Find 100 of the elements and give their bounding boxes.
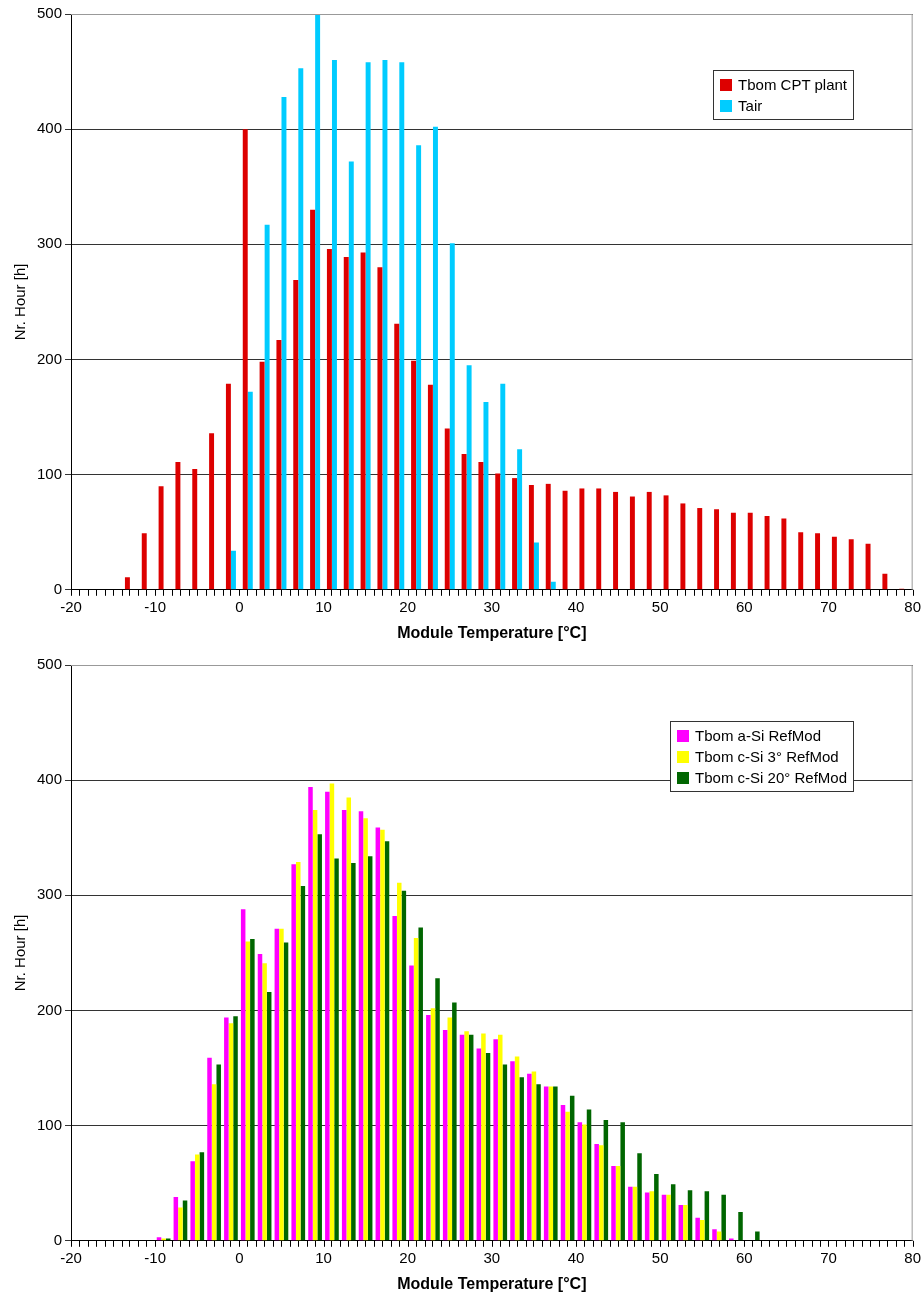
bar	[683, 1205, 688, 1241]
legend-label: Tair	[738, 96, 763, 116]
bar	[449, 243, 455, 590]
bar	[242, 129, 248, 590]
bar	[298, 68, 304, 590]
x-tick-label: 30	[483, 597, 501, 615]
bar	[730, 512, 736, 590]
y-tick-label: 500	[37, 655, 63, 673]
bar	[815, 533, 821, 590]
bar	[156, 1237, 162, 1241]
bar	[755, 1231, 760, 1241]
bar	[519, 1077, 524, 1241]
x-tick-label: 10	[315, 1248, 332, 1266]
bar	[495, 473, 501, 590]
bar	[365, 62, 371, 590]
bar	[536, 1084, 541, 1241]
bar	[721, 1194, 726, 1241]
bar	[317, 834, 322, 1241]
bar	[331, 60, 337, 590]
legend-label: Tbom c-Si 3° RefMod	[695, 747, 839, 767]
bar	[865, 543, 871, 590]
y-tick-label: 400	[37, 119, 63, 137]
bar	[315, 14, 321, 590]
bar	[432, 126, 438, 590]
legend-label: Tbom a-Si RefMod	[695, 726, 821, 746]
bar	[392, 916, 397, 1241]
bar	[363, 818, 368, 1241]
bar	[649, 1191, 655, 1241]
bar	[380, 829, 385, 1241]
bar	[394, 323, 400, 590]
bar	[296, 861, 301, 1241]
bar	[360, 252, 366, 590]
bar	[158, 486, 164, 590]
x-tick-label: 50	[651, 1248, 669, 1266]
y-tick-label: 200	[37, 1000, 63, 1018]
x-tick-label: -20	[60, 1248, 82, 1266]
bar	[207, 1057, 212, 1241]
bar	[481, 1033, 486, 1241]
y-axis-title: Nr. Hour [h]	[11, 263, 29, 341]
bar	[700, 1220, 705, 1241]
bar	[498, 1034, 503, 1241]
bar	[409, 965, 414, 1241]
y-tick-label: 0	[53, 579, 63, 597]
bar	[225, 383, 231, 590]
bar	[500, 383, 506, 590]
bar	[738, 1212, 743, 1241]
bar	[517, 449, 523, 590]
bar	[478, 461, 484, 590]
bar	[461, 453, 467, 590]
bar	[326, 248, 332, 590]
bar	[310, 209, 316, 590]
bar	[579, 488, 585, 590]
x-tick-label: 30	[483, 1248, 501, 1266]
bar	[291, 864, 296, 1241]
y-tick-label: 300	[37, 885, 63, 903]
bar	[250, 939, 255, 1241]
x-tick-label: 20	[399, 1248, 417, 1266]
bar	[550, 581, 556, 590]
bar	[435, 978, 440, 1241]
bar	[596, 488, 602, 590]
bar	[279, 928, 284, 1241]
bar	[464, 1031, 469, 1241]
bar	[427, 384, 433, 590]
bar	[637, 1153, 642, 1241]
x-axis-title: Module Temperature [°C]	[397, 1274, 587, 1292]
bar	[483, 402, 489, 590]
bar	[411, 360, 417, 590]
bar	[528, 485, 534, 590]
bar	[666, 1194, 671, 1241]
bar	[264, 224, 270, 590]
bar	[293, 280, 299, 590]
x-tick-label: 70	[820, 1248, 837, 1266]
x-tick-label: 0	[235, 597, 244, 615]
y-axis-title: Nr. Hour [h]	[11, 914, 29, 992]
legend-label: Tbom CPT plant	[738, 75, 847, 95]
bar	[764, 516, 770, 590]
bar	[230, 550, 236, 590]
y-tick-label: 200	[37, 349, 63, 367]
x-tick-label: 60	[735, 1248, 753, 1266]
bar	[382, 60, 388, 590]
bar	[262, 963, 267, 1241]
y-tick-label: 300	[37, 234, 63, 252]
x-tick-label: -10	[144, 597, 167, 615]
bar	[348, 161, 354, 590]
bar	[712, 1229, 717, 1241]
bar	[628, 1186, 633, 1241]
bar	[444, 428, 450, 590]
x-tick-label: 20	[399, 597, 417, 615]
bar	[599, 1145, 604, 1241]
bar	[276, 339, 282, 590]
bar	[247, 391, 253, 590]
x-tick-label: 40	[567, 597, 585, 615]
bar	[848, 539, 854, 590]
x-tick-label: -20	[60, 597, 82, 615]
bar	[224, 1017, 229, 1241]
y-tick-label: 500	[37, 4, 63, 22]
bar	[697, 508, 703, 590]
bar	[620, 1122, 625, 1241]
bar	[781, 518, 787, 590]
x-tick-label: 0	[235, 1248, 244, 1266]
